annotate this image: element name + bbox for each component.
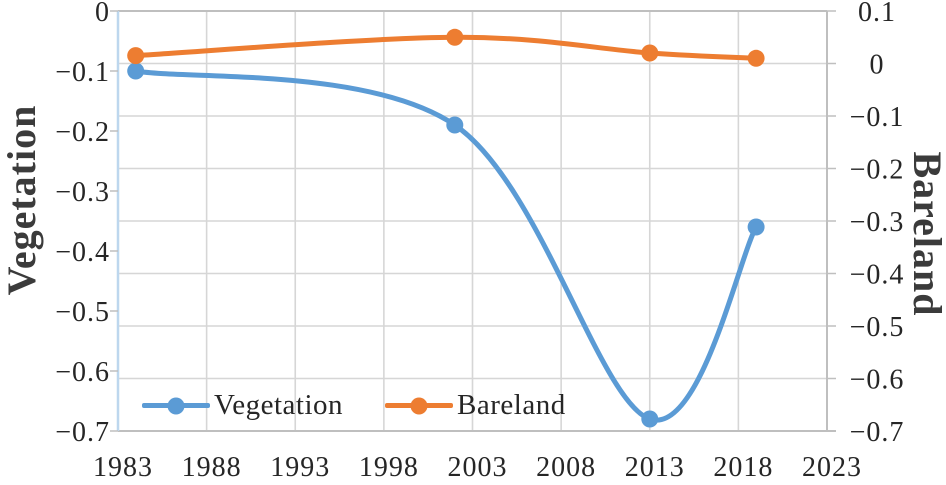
left-axis-tick-label: −0.7 <box>55 417 110 448</box>
vegetation-data-point-marker <box>127 62 145 80</box>
legend-label: Bareland <box>457 389 566 421</box>
right-axis-tick-label: −0.7 <box>850 417 905 448</box>
x-axis-tick-label: 2003 <box>448 452 508 480</box>
legend: Vegetation Bareland <box>142 391 566 420</box>
legend-label: Vegetation <box>214 389 344 421</box>
left-axis-tick-label: −0.5 <box>55 297 110 328</box>
bareland-line <box>133 34 759 61</box>
right-axis-tick-label: −0.3 <box>850 207 905 238</box>
x-axis-tick-label: 2008 <box>536 452 596 480</box>
vegetation-line <box>133 68 759 423</box>
legend-item-bareland: Bareland <box>385 391 566 420</box>
x-axis-tick-label: 1993 <box>270 452 330 480</box>
right-axis-tick-label: −0.6 <box>850 365 905 396</box>
left-axis-tick-label: −0.1 <box>55 57 110 88</box>
vegetation-data-point-marker <box>641 410 659 428</box>
vegetation-data-point-marker <box>446 116 464 134</box>
bareland-legend-marker-icon <box>385 397 454 414</box>
left-axis-tick-label: 0 <box>95 0 110 28</box>
x-axis-tick-label: 2013 <box>625 452 685 480</box>
left-axis-title: Vegetation <box>0 104 44 296</box>
vegetation-legend-dot-icon <box>167 397 185 414</box>
right-axis-tick-label: −0.4 <box>850 260 905 291</box>
x-axis-tick-label: 1998 <box>359 452 419 480</box>
right-axis-tick-label: −0.2 <box>850 155 905 186</box>
bareland-legend-dot-icon <box>410 397 428 414</box>
bareland-data-point-marker <box>446 28 464 46</box>
bareland-data-point-marker <box>127 47 145 65</box>
right-axis-title: Bareland <box>905 151 946 317</box>
right-axis-tick-label: −0.5 <box>850 312 905 343</box>
bareland-data-point-marker <box>641 44 659 62</box>
vegetation-legend-marker-icon <box>142 397 210 414</box>
right-axis-tick-label: −0.1 <box>850 102 905 133</box>
left-axis-tick-label: −0.6 <box>55 357 110 388</box>
x-axis-tick-label: 2018 <box>713 452 773 480</box>
left-axis-tick-label: −0.2 <box>55 117 110 148</box>
bareland-data-point-marker <box>747 49 765 67</box>
x-axis-tick-label: 1983 <box>93 452 153 480</box>
left-axis-tick-label: −0.4 <box>55 237 110 268</box>
right-axis-tick-label: 0.1 <box>858 0 896 28</box>
x-axis-tick-label: 2023 <box>802 452 862 480</box>
legend-item-vegetation: Vegetation <box>142 391 343 420</box>
right-axis-tick-label: 0 <box>870 50 885 81</box>
x-axis-tick-label: 1988 <box>182 452 242 480</box>
left-axis-tick-label: −0.3 <box>55 177 110 208</box>
vegetation-data-point-marker <box>747 218 765 236</box>
